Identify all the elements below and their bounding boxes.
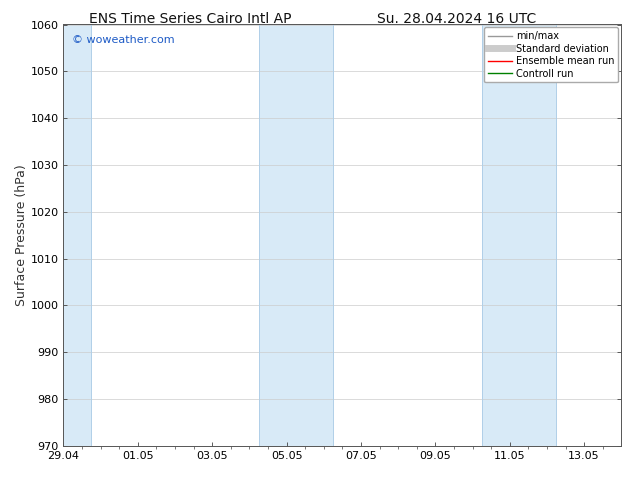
Text: ENS Time Series Cairo Intl AP: ENS Time Series Cairo Intl AP <box>89 12 292 26</box>
Y-axis label: Surface Pressure (hPa): Surface Pressure (hPa) <box>15 164 28 306</box>
Text: Su. 28.04.2024 16 UTC: Su. 28.04.2024 16 UTC <box>377 12 536 26</box>
Text: © woweather.com: © woweather.com <box>72 35 174 45</box>
Legend: min/max, Standard deviation, Ensemble mean run, Controll run: min/max, Standard deviation, Ensemble me… <box>484 27 618 82</box>
Bar <box>259 24 333 446</box>
Bar <box>482 24 556 446</box>
Bar <box>54 24 91 446</box>
